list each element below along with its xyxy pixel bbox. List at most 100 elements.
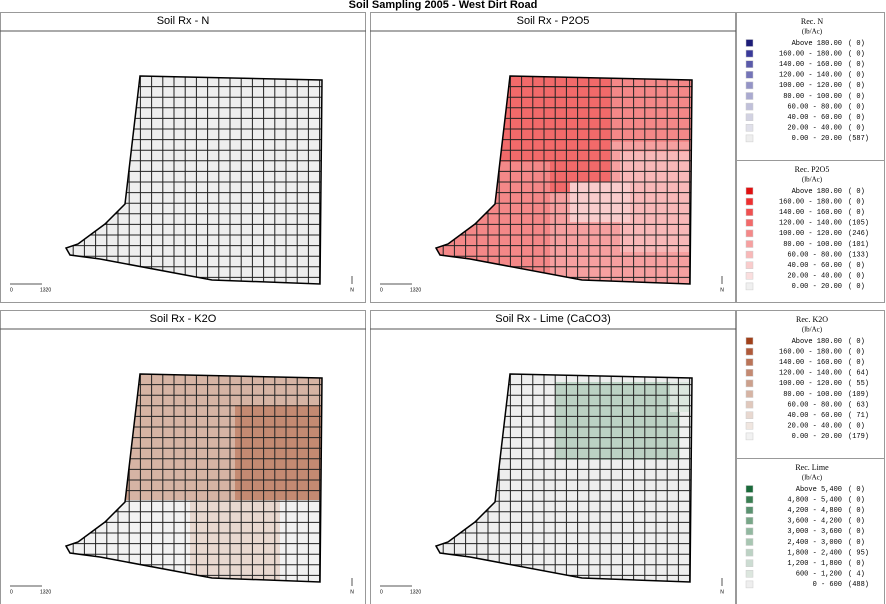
zone (235, 405, 322, 500)
legend-count: ( 0) (848, 188, 865, 196)
legend-count: ( 95) (848, 549, 869, 557)
legend-swatch (745, 272, 754, 280)
legend-count: (246) (848, 230, 869, 238)
legend-range: 160.00 - 180.00 (779, 348, 842, 356)
legend-swatch (745, 197, 754, 206)
legend-swatch (745, 229, 754, 238)
legend-range: 100.00 - 120.00 (779, 230, 842, 238)
legend-swatch (745, 219, 754, 227)
legend-count: ( 0) (848, 198, 865, 206)
legend-count: ( 0) (848, 518, 865, 526)
legend-range: Above 180.00 (792, 188, 842, 196)
legend-count: ( 0) (848, 61, 865, 69)
legend-count: ( 0) (848, 539, 865, 547)
legend-swatch (745, 92, 754, 100)
map-panel: Soil Rx - N 0 1320 N (0, 12, 366, 303)
legend-range: 100.00 - 120.00 (779, 82, 842, 90)
legend-count: ( 0) (848, 338, 865, 346)
legend-range: 80.00 - 100.00 (783, 93, 842, 101)
map-panel: Soil Rx - P2O5 0 1320 N (370, 12, 736, 303)
north-label: N (720, 589, 724, 595)
scale-start: 0 (10, 589, 13, 595)
legend-range: 0.00 - 20.00 (792, 135, 842, 143)
legend-frame (736, 458, 885, 604)
scale-start: 0 (10, 287, 13, 293)
page-title: Soil Sampling 2005 - West Dirt Road (349, 0, 538, 11)
zone (620, 152, 692, 252)
legend-units: (lb/Ac) (802, 326, 823, 334)
legend-swatch (745, 282, 754, 291)
legend-swatch (745, 422, 754, 430)
map-title: Soil Rx - N (157, 15, 210, 27)
legend-title: Rec. P2O5 (795, 165, 830, 174)
legend-range: 4,800 - 5,400 (787, 496, 842, 504)
legend-count: ( 0) (848, 486, 865, 494)
legend-range: 4,200 - 4,800 (787, 507, 842, 515)
legend-range: 20.00 - 40.00 (787, 273, 842, 281)
legend-swatch (745, 570, 754, 578)
legend-count: ( 0) (848, 50, 865, 58)
legend-count: ( 0) (848, 125, 865, 133)
legend-count: (101) (848, 241, 869, 249)
zone (610, 76, 692, 142)
legend-count: (587) (848, 135, 869, 143)
legend-count: ( 0) (848, 283, 865, 291)
legend-swatch (745, 506, 754, 514)
legend-units: (lb/Ac) (802, 28, 823, 36)
legend-count: ( 0) (848, 348, 865, 356)
north-label: N (350, 589, 354, 595)
scale-end: 1320 (410, 287, 421, 293)
legend-swatch (745, 517, 754, 525)
legend-range: 60.00 - 80.00 (787, 251, 842, 259)
legend-count: ( 64) (848, 370, 869, 378)
legend-swatch (745, 495, 754, 504)
legend-range: 1,800 - 2,400 (787, 549, 842, 557)
legend-swatch (745, 60, 754, 68)
legend-swatch (745, 559, 754, 567)
legend-title: Rec. K2O (796, 315, 828, 324)
legend-swatch (745, 39, 754, 47)
legend-range: 0 - 600 (813, 581, 842, 589)
legend-count: ( 0) (848, 496, 865, 504)
legend-count: ( 0) (848, 114, 865, 122)
legend-swatch (745, 250, 754, 259)
legend-range: 120.00 - 140.00 (779, 220, 842, 228)
legend-count: ( 0) (848, 273, 865, 281)
scale-start: 0 (380, 589, 383, 595)
legend-units: (lb/Ac) (802, 474, 823, 482)
legend-swatch (745, 240, 754, 248)
north-label: N (720, 287, 724, 293)
legend-count: (109) (848, 391, 869, 399)
legend: Rec. N (lb/Ac) Above 180.00 ( 0) 160.00 - 18… (736, 12, 885, 161)
legend-swatch (745, 485, 754, 493)
legend-swatch (745, 390, 754, 398)
legend-swatch (745, 432, 754, 441)
legend-count: ( 0) (848, 528, 865, 536)
scale-start: 0 (380, 287, 383, 293)
legend-count: (488) (848, 581, 869, 589)
legend-swatch (745, 379, 754, 388)
legend-range: 20.00 - 40.00 (787, 423, 842, 431)
legend-count: ( 0) (848, 103, 865, 111)
legend-count: ( 0) (848, 93, 865, 101)
scale-end: 1320 (40, 287, 51, 293)
legend: Rec. Lime (lb/Ac) Above 5,400 ( 0) 4,800 - 5… (736, 458, 885, 604)
legend-count: (133) (848, 251, 869, 259)
legend-count: ( 0) (848, 40, 865, 48)
scale-end: 1320 (40, 589, 51, 595)
legend-swatch (745, 134, 754, 143)
legend-count: ( 63) (848, 401, 869, 409)
legend-swatch (745, 71, 754, 79)
legend-range: 40.00 - 60.00 (787, 412, 842, 420)
legend-swatch (745, 548, 754, 557)
legend-range: 120.00 - 140.00 (779, 72, 842, 80)
legend-count: ( 71) (848, 412, 869, 420)
legend-count: (105) (848, 220, 869, 228)
legend-range: 0.00 - 20.00 (792, 283, 842, 291)
legend-count: ( 0) (848, 423, 865, 431)
legend-swatch (745, 208, 754, 216)
legend-swatch (745, 400, 754, 409)
legend-count: ( 0) (848, 359, 865, 367)
legend-swatch (745, 580, 754, 589)
